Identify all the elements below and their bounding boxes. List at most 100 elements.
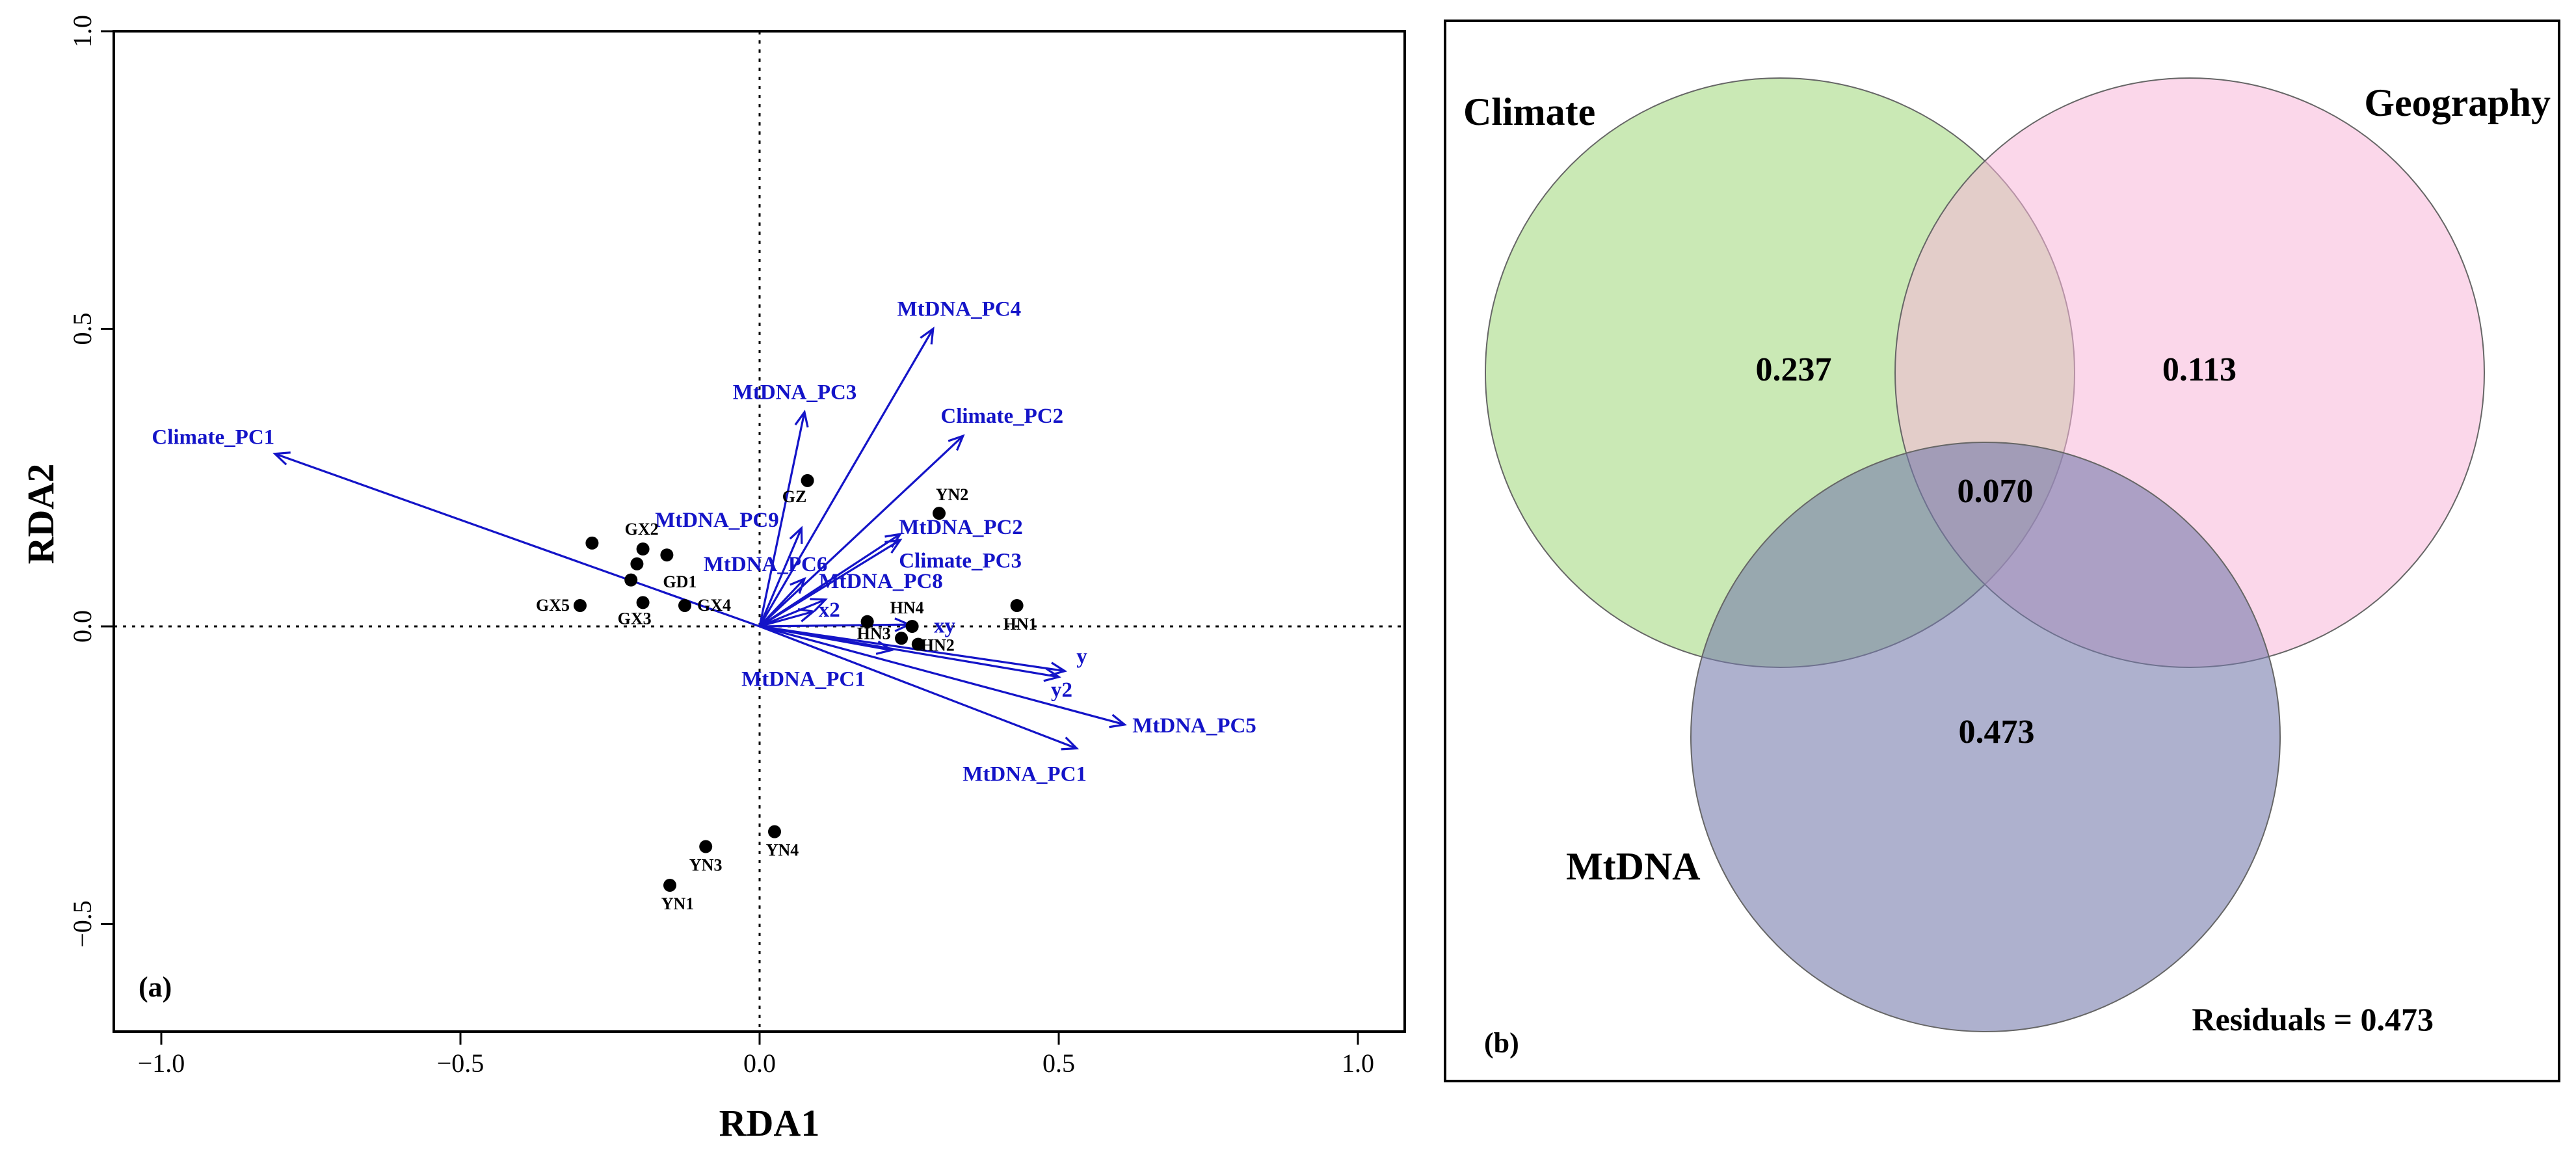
y-tick-label: −0.5: [68, 900, 97, 948]
vector-arrow: [759, 598, 826, 628]
site-label: GD1: [663, 572, 697, 591]
site-point: [905, 620, 919, 633]
vector-arrow: [759, 625, 1125, 726]
vector-arrow: [758, 435, 964, 628]
site-point: [678, 598, 691, 612]
panel-a-tag: (a): [139, 971, 172, 1003]
site-point: [636, 542, 650, 556]
venn-value-mtdna: 0.473: [1959, 714, 2035, 751]
vector-arrow: [758, 412, 806, 627]
vector-label: MtDNA_PC3: [733, 381, 857, 405]
site-layer: GZ YN2 HN1 GX2 GD1 GX5 GX3 GX4 HN3 HN4 HN2 YN4 YN3 YN…: [536, 474, 1037, 913]
site-point: [860, 615, 874, 628]
site-point: [663, 879, 676, 892]
venn-circle-mtdna: [1690, 442, 2281, 1032]
vector-arrowhead: [797, 608, 816, 622]
site-label: HN3: [857, 624, 891, 643]
site-label: HN4: [890, 598, 924, 617]
y-tick-label: 1.0: [68, 15, 97, 47]
vector-label: Climate_PC2: [940, 405, 1063, 428]
venn-residuals: Residuals = 0.473: [2192, 1001, 2434, 1037]
site-point: [911, 637, 925, 651]
y-axis: −0.5 0.0 0.5 1.0: [68, 15, 114, 948]
site-point: [660, 548, 674, 562]
site-label: HN2: [921, 635, 955, 654]
vector-arrowhead: [810, 598, 828, 612]
vector-label: MtDNA_PC9: [655, 509, 779, 532]
vector-arrowhead: [272, 451, 291, 466]
vector-arrowhead: [1061, 736, 1080, 751]
x-tick-label: −0.5: [437, 1049, 485, 1078]
vector-arrow: [759, 625, 892, 652]
site-point: [624, 573, 638, 587]
site-point: [699, 840, 713, 853]
vector-arrow: [759, 610, 814, 628]
vector-arrowhead: [920, 327, 935, 345]
vector-label: Climate_PC3: [899, 549, 1022, 572]
vector-arrow: [758, 328, 935, 627]
venn-value-shared: 0.070: [1958, 473, 2034, 510]
site-point: [768, 825, 781, 838]
site-point: [1010, 598, 1024, 612]
x-axis-title: RDA1: [719, 1102, 820, 1144]
vector-label: MtDNA_PC6: [704, 553, 828, 576]
vector-label: MtDNA_PC1: [963, 763, 1087, 786]
vector-arrow: [758, 578, 806, 628]
vector-arrowhead: [884, 539, 903, 554]
vector-label: MtDNA_PC8: [819, 570, 943, 593]
vector-label: x2: [819, 598, 840, 622]
venn-frame: [1444, 20, 2560, 1082]
vector-arrowhead: [948, 434, 965, 451]
y-axis-title: RDA2: [20, 464, 62, 565]
site-label: YN3: [689, 856, 723, 875]
site-label: GX5: [536, 596, 570, 615]
vector-arrowhead: [1043, 667, 1061, 682]
x-tick-label: 0.5: [1042, 1049, 1075, 1078]
venn-panel: Climate Geography MtDNA 0.237 0.113 0.07…: [1444, 20, 2560, 1082]
vector-label: xy: [934, 614, 956, 637]
vector-label: y2: [1051, 678, 1072, 702]
vector-label: MtDNA_PC2: [899, 516, 1023, 539]
vector-arrow: [759, 539, 901, 628]
site-label: YN4: [766, 841, 799, 860]
site-label: GX3: [618, 609, 652, 628]
vector-arrow: [758, 528, 803, 627]
site-point: [801, 474, 814, 487]
y-tick-label: 0.5: [68, 313, 97, 345]
vector-arrow: [759, 625, 1065, 673]
rda-biplot-panel: −1.0 −0.5 0.0 0.5 1.0 −0.5 0.0 0.5 1.0 RDA1 RDA…: [20, 15, 1406, 1144]
vector-arrow: [274, 453, 760, 628]
vector-arrowhead: [875, 640, 894, 655]
venn-label-mtdna: MtDNA: [1566, 845, 1701, 888]
venn-label-geography: Geography: [2364, 81, 2551, 124]
venn-value-geography: 0.113: [2162, 351, 2237, 388]
x-tick-label: 1.0: [1342, 1049, 1374, 1078]
site-label: YN2: [936, 485, 969, 504]
vector-arrow: [759, 625, 1078, 750]
site-label: GX2: [625, 520, 659, 539]
site-label: GZ: [782, 487, 807, 506]
vector-layer: Climate_PC1 MtDNA_PC4 MtDNA_PC3 Climate_PC2…: [152, 298, 1256, 786]
vector-label: y: [1076, 645, 1087, 669]
vector-label: MtDNA_PC5: [1132, 714, 1256, 738]
vector-arrowhead: [794, 409, 809, 428]
x-tick-label: 0.0: [743, 1049, 776, 1078]
panel-b-tag: (b): [1484, 1027, 1519, 1059]
vector-arrowhead: [789, 526, 803, 544]
site-label: GX4: [697, 596, 731, 615]
venn-value-climate: 0.237: [1756, 351, 1832, 388]
site-point: [895, 632, 909, 645]
site-point: [585, 536, 599, 550]
site-label: YN1: [661, 894, 695, 913]
x-axis: −1.0 −0.5 0.0 0.5 1.0: [138, 1032, 1374, 1078]
site-label: HN1: [1003, 615, 1037, 634]
vector-label: MtDNA_PC4: [897, 298, 1021, 321]
site-point: [933, 507, 946, 520]
vector-arrowhead: [790, 576, 806, 594]
x-tick-label: −1.0: [138, 1049, 185, 1078]
vector-arrow: [759, 623, 910, 628]
vector-arrowhead: [1109, 714, 1127, 729]
vector-label: Climate_PC1: [152, 426, 274, 449]
y-tick-label: 0.0: [68, 610, 97, 643]
